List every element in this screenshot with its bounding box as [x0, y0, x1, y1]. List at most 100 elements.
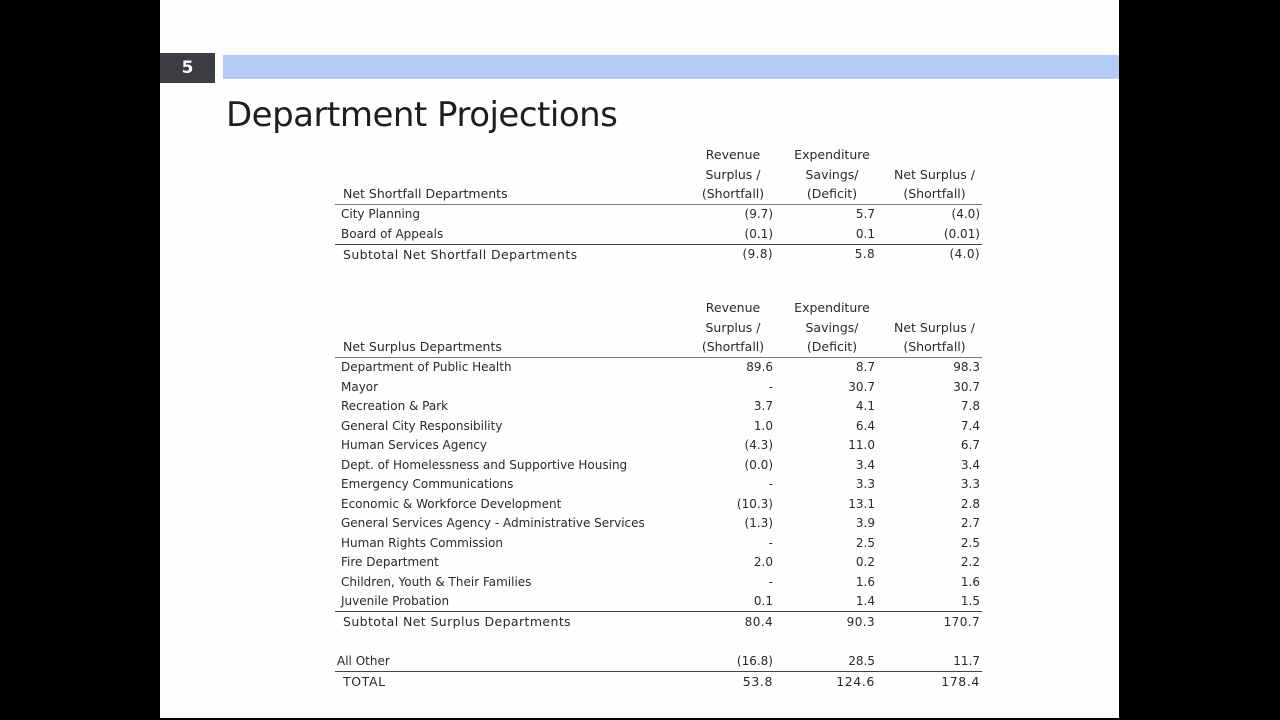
revenue-value: 1.0	[753, 418, 773, 433]
net-value: 6.7	[960, 438, 980, 453]
department-name: Department of Public Health	[341, 360, 512, 375]
net-value: 3.4	[960, 457, 980, 472]
net-value: 1.5	[960, 594, 980, 609]
table-row: Department of Public Health 89.6 8.7 98.3	[335, 357, 982, 377]
expenditure-value: 4.1	[855, 399, 875, 414]
department-name: Human Services Agency	[341, 438, 488, 453]
department-name: Emergency Communications	[341, 477, 514, 492]
col-header-net-line3: (Shortfall)	[881, 184, 982, 205]
expenditure-value: 3.3	[855, 477, 875, 492]
expenditure-value: 90.3	[783, 611, 881, 632]
col-header-expenditure-line2: Savings/	[805, 166, 859, 182]
table-row: Board of Appeals (0.1) 0.1 (0.01)	[335, 224, 982, 244]
net-shortfall-table: Revenue Expenditure Surplus / Savings/ N…	[335, 145, 982, 264]
revenue-value: 2.0	[753, 555, 773, 570]
department-name: Human Rights Commission	[341, 535, 503, 550]
all-other-label: All Other	[337, 653, 390, 668]
department-name: Dept. of Homelessness and Supportive Hou…	[341, 457, 628, 472]
net-value: 98.3	[953, 360, 980, 375]
slide: 5 Department Projections Revenue Expendi…	[160, 0, 1119, 718]
section-header: Net Shortfall Departments	[335, 184, 653, 205]
expenditure-value: 0.1	[855, 226, 875, 241]
col-header-revenue-line2: Surplus /	[705, 166, 761, 182]
total-label: TOTAL	[335, 670, 653, 691]
net-value: (4.0)	[881, 243, 982, 264]
department-name: Mayor	[341, 379, 379, 394]
net-value: 1.6	[960, 574, 980, 589]
expenditure-value: 124.6	[783, 670, 881, 691]
revenue-value: -	[768, 379, 773, 394]
table-row: Mayor - 30.7 30.7	[335, 377, 982, 397]
table-row: City Planning (9.7) 5.7 (4.0)	[335, 204, 982, 224]
col-header-net: Net Surplus /	[894, 166, 975, 182]
expenditure-value: 6.4	[855, 418, 875, 433]
net-value: 2.7	[960, 516, 980, 531]
table-row: Economic & Workforce Development (10.3) 13…	[335, 494, 982, 514]
col-header-net-line3: (Shortfall)	[881, 337, 982, 358]
net-value: 2.2	[960, 555, 980, 570]
revenue-value: (9.7)	[744, 207, 773, 222]
header-accent-bar	[223, 55, 1119, 79]
net-value: 7.4	[960, 418, 980, 433]
net-value: 30.7	[953, 379, 980, 394]
expenditure-value: 11.0	[848, 438, 875, 453]
revenue-value: 3.7	[753, 399, 773, 414]
revenue-value: (9.8)	[653, 243, 783, 264]
revenue-value: (16.8)	[736, 653, 773, 668]
table-row: Dept. of Homelessness and Supportive Hou…	[335, 455, 982, 475]
department-name: Juvenile Probation	[341, 594, 450, 609]
header-row: Surplus / Savings/ Net Surplus /	[335, 165, 982, 185]
department-name: Board of Appeals	[341, 226, 444, 241]
col-header-expenditure: Expenditure	[794, 300, 870, 315]
revenue-value: 80.4	[653, 611, 783, 632]
table-row: General Services Agency - Administrative…	[335, 514, 982, 534]
header-row: Net Shortfall Departments (Shortfall) (D…	[335, 184, 982, 205]
table-row: Human Services Agency (4.3) 11.0 6.7	[335, 436, 982, 456]
all-other-row: All Other (16.8) 28.5 11.7	[335, 651, 982, 671]
total-row: TOTAL 53.8 124.6 178.4	[335, 670, 982, 691]
net-value: 11.7	[953, 653, 980, 668]
expenditure-value: 2.5	[855, 535, 875, 550]
table-row: Human Rights Commission - 2.5 2.5	[335, 533, 982, 553]
col-header-expenditure-line2: Savings/	[805, 319, 859, 335]
header-row: Surplus / Savings/ Net Surplus /	[335, 318, 982, 338]
table-row: Emergency Communications - 3.3 3.3	[335, 475, 982, 495]
net-value: (0.01)	[943, 226, 980, 241]
table-row: Fire Department 2.0 0.2 2.2	[335, 553, 982, 573]
revenue-value: (0.0)	[744, 457, 773, 472]
subtotal-label: Subtotal Net Shortfall Departments	[335, 243, 653, 264]
page-title: Department Projections	[226, 95, 618, 135]
header-row: Revenue Expenditure	[335, 145, 982, 165]
revenue-value: -	[768, 574, 773, 589]
col-header-net: Net Surplus /	[894, 319, 975, 335]
expenditure-value: 1.4	[855, 594, 875, 609]
table-row: Juvenile Probation 0.1 1.4 1.5	[335, 592, 982, 612]
net-value: 178.4	[881, 670, 982, 691]
col-header-revenue-line2: Surplus /	[705, 319, 761, 335]
net-surplus-table: Revenue Expenditure Surplus / Savings/ N…	[335, 298, 982, 691]
expenditure-value: 8.7	[855, 360, 875, 375]
expenditure-value: 5.8	[783, 243, 881, 264]
col-header-expenditure-line3: (Deficit)	[783, 184, 881, 205]
net-value: 3.3	[960, 477, 980, 492]
col-header-revenue: Revenue	[705, 300, 761, 315]
department-name: General Services Agency - Administrative…	[341, 516, 645, 531]
department-name: General City Responsibility	[341, 418, 503, 433]
subtotal-row: Subtotal Net Surplus Departments 80.4 90…	[335, 611, 982, 632]
net-value: (4.0)	[951, 207, 980, 222]
revenue-value: -	[768, 477, 773, 492]
revenue-value: 0.1	[753, 594, 773, 609]
revenue-value: (1.3)	[744, 516, 773, 531]
department-name: Economic & Workforce Development	[341, 496, 562, 511]
col-header-expenditure: Expenditure	[794, 147, 870, 162]
expenditure-value: 28.5	[848, 653, 875, 668]
revenue-value: (10.3)	[736, 496, 773, 511]
col-header-revenue: Revenue	[705, 147, 761, 162]
revenue-value: 53.8	[653, 670, 783, 691]
department-name: Children, Youth & Their Families	[341, 574, 532, 589]
expenditure-value: 0.2	[855, 555, 875, 570]
revenue-value: 89.6	[746, 360, 773, 375]
col-header-expenditure-line3: (Deficit)	[783, 337, 881, 358]
revenue-value: (0.1)	[744, 226, 773, 241]
subtotal-label: Subtotal Net Surplus Departments	[335, 611, 653, 632]
